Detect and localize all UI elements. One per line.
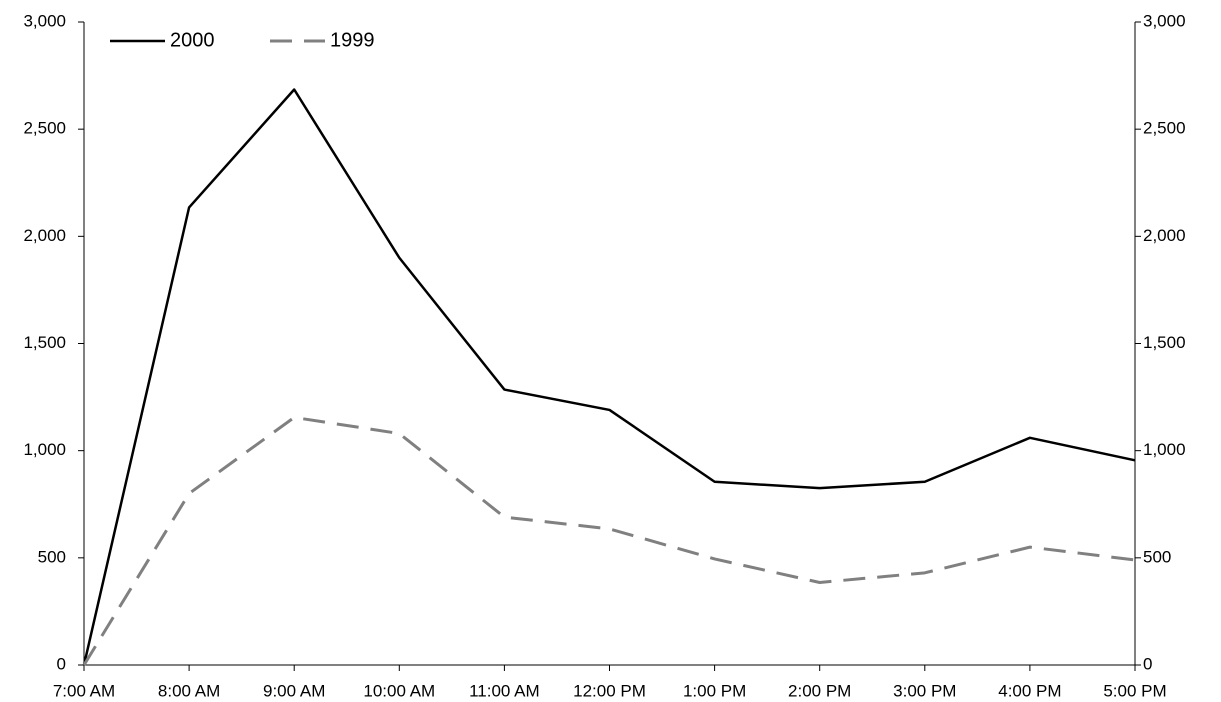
x-tick-label: 10:00 AM	[363, 681, 435, 700]
y-tick-label: 2,500	[23, 119, 66, 138]
y-tick-label: 1,000	[23, 440, 66, 459]
y2-tick-label: 2,500	[1143, 119, 1186, 138]
x-tick-label: 5:00 PM	[1103, 681, 1166, 700]
y-tick-label: 2,000	[23, 226, 66, 245]
y2-tick-label: 500	[1143, 547, 1171, 566]
y-tick-label: 1,500	[23, 333, 66, 352]
x-tick-label: 11:00 AM	[469, 681, 540, 700]
x-tick-label: 7:00 AM	[53, 681, 115, 700]
y2-tick-label: 1,500	[1143, 333, 1186, 352]
x-tick-label: 1:00 PM	[683, 681, 746, 700]
y2-tick-label: 2,000	[1143, 226, 1186, 245]
y-tick-label: 500	[38, 547, 66, 566]
y2-tick-label: 0	[1143, 654, 1152, 673]
series-line	[82, 415, 1136, 666]
y2-tick-label: 3,000	[1143, 11, 1186, 30]
y-tick-label: 0	[57, 654, 66, 673]
y-tick-label: 3,000	[23, 11, 66, 30]
x-tick-label: 2:00 PM	[788, 681, 851, 700]
x-tick-label: 4:00 PM	[998, 681, 1061, 700]
x-tick-label: 8:00 AM	[158, 681, 220, 700]
series-line	[82, 88, 1136, 666]
y2-tick-label: 1,000	[1143, 440, 1186, 459]
x-tick-label: 9:00 AM	[263, 681, 325, 700]
x-tick-label: 3:00 PM	[893, 681, 956, 700]
legend-label: 1999	[330, 29, 375, 51]
x-tick-label: 12:00 PM	[573, 681, 646, 700]
legend-label: 2000	[170, 29, 215, 51]
